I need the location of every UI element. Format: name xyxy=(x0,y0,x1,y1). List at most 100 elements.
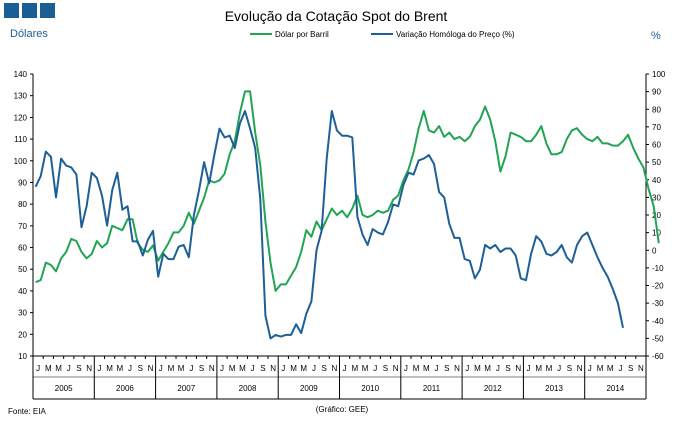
month-tick-label: M xyxy=(362,364,369,373)
left-tick-label: 70 xyxy=(18,222,27,231)
right-tick-label: 60 xyxy=(652,141,661,150)
month-tick-label: J xyxy=(343,364,347,373)
month-tick-label: M xyxy=(106,364,113,373)
header-logo-square-3 xyxy=(40,3,55,18)
year-label: 2006 xyxy=(116,384,134,393)
month-tick-label: M xyxy=(45,364,52,373)
month-tick-label: J xyxy=(588,364,592,373)
chart-title: Evolução da Cotação Spot do Brent xyxy=(225,8,448,24)
left-tick-label: 90 xyxy=(18,178,27,187)
left-tick-label: 80 xyxy=(18,200,27,209)
month-tick-label: M xyxy=(300,364,307,373)
month-tick-label: J xyxy=(557,364,561,373)
month-tick-label: J xyxy=(128,364,132,373)
left-tick-label: 50 xyxy=(18,265,27,274)
right-tick-label: 90 xyxy=(652,88,661,97)
year-label: 2014 xyxy=(606,384,624,393)
month-tick-label: S xyxy=(260,364,265,373)
month-tick-label: M xyxy=(474,364,481,373)
month-tick-label: S xyxy=(628,364,633,373)
year-label: 2007 xyxy=(177,384,195,393)
month-tick-label: J xyxy=(373,364,377,373)
month-tick-label: J xyxy=(189,364,193,373)
month-tick-label: M xyxy=(351,364,358,373)
month-tick-label: M xyxy=(239,364,246,373)
header-logo-square-1 xyxy=(4,3,19,18)
month-tick-label: J xyxy=(281,364,285,373)
right-tick-label: -30 xyxy=(652,299,664,308)
right-tick-label: -60 xyxy=(652,352,664,361)
month-tick-label: S xyxy=(383,364,388,373)
year-label: 2009 xyxy=(300,384,318,393)
year-label: 2010 xyxy=(361,384,379,393)
month-tick-label: M xyxy=(535,364,542,373)
month-tick-label: N xyxy=(86,364,92,373)
year-label: 2013 xyxy=(545,384,563,393)
right-tick-label: -20 xyxy=(652,282,664,291)
month-tick-label: J xyxy=(67,364,71,373)
right-tick-label: 0 xyxy=(652,246,657,255)
month-tick-label: M xyxy=(597,364,604,373)
right-tick-label: 20 xyxy=(652,211,661,220)
month-tick-label: J xyxy=(97,364,101,373)
month-tick-label: M xyxy=(290,364,297,373)
credit-note: (Gráfico: GEE) xyxy=(316,405,369,414)
series-line-variation xyxy=(34,110,624,340)
month-tick-label: S xyxy=(322,364,327,373)
left-tick-label: 30 xyxy=(18,309,27,318)
legend-label-variation: Variação Homóloga do Preço (%) xyxy=(396,30,515,39)
month-tick-label: J xyxy=(36,364,40,373)
month-tick-label: J xyxy=(220,364,224,373)
month-tick-label: N xyxy=(638,364,644,373)
header-logo-square-2 xyxy=(22,3,37,18)
month-tick-label: M xyxy=(178,364,185,373)
right-tick-label: -10 xyxy=(652,264,664,273)
year-label: 2008 xyxy=(239,384,257,393)
left-tick-label: 20 xyxy=(18,330,27,339)
right-tick-label: -50 xyxy=(652,334,664,343)
month-tick-label: S xyxy=(444,364,449,373)
month-tick-label: J xyxy=(496,364,500,373)
right-tick-label: 70 xyxy=(652,123,661,132)
right-axis-title: % xyxy=(651,30,661,42)
month-tick-label: N xyxy=(393,364,399,373)
month-tick-label: M xyxy=(117,364,124,373)
right-tick-label: 40 xyxy=(652,176,661,185)
left-tick-label: 100 xyxy=(14,157,28,166)
month-tick-label: N xyxy=(332,364,338,373)
month-tick-label: J xyxy=(251,364,255,373)
left-tick-label: 60 xyxy=(18,244,27,253)
year-label: 2005 xyxy=(55,384,73,393)
month-tick-label: N xyxy=(148,364,154,373)
month-tick-label: M xyxy=(546,364,553,373)
month-tick-label: M xyxy=(168,364,175,373)
month-tick-label: S xyxy=(199,364,204,373)
left-tick-label: 10 xyxy=(18,352,27,361)
right-tick-label: 100 xyxy=(652,70,666,79)
month-tick-label: M xyxy=(607,364,614,373)
month-tick-label: M xyxy=(55,364,62,373)
left-tick-label: 110 xyxy=(14,135,27,144)
right-tick-label: -40 xyxy=(652,317,664,326)
month-tick-label: M xyxy=(413,364,420,373)
month-tick-label: J xyxy=(312,364,316,373)
month-tick-label: J xyxy=(435,364,439,373)
month-tick-label: J xyxy=(527,364,531,373)
series-line-price xyxy=(35,90,660,292)
month-tick-label: J xyxy=(465,364,469,373)
month-tick-label: N xyxy=(515,364,521,373)
left-tick-label: 140 xyxy=(14,70,28,79)
legend: Dólar por Barril Variação Homóloga do Pr… xyxy=(250,30,515,39)
month-tick-label: N xyxy=(209,364,215,373)
left-tick-label: 40 xyxy=(18,287,27,296)
source-note: Fonte: EIA xyxy=(8,407,46,416)
left-tick-label: 120 xyxy=(14,113,28,122)
right-tick-label: 50 xyxy=(652,158,661,167)
left-tick-label: 130 xyxy=(14,92,28,101)
right-tick-label: 30 xyxy=(652,193,661,202)
month-tick-label: M xyxy=(229,364,236,373)
month-tick-label: N xyxy=(454,364,460,373)
legend-label-price: Dólar por Barril xyxy=(275,30,329,39)
month-tick-label: J xyxy=(618,364,622,373)
